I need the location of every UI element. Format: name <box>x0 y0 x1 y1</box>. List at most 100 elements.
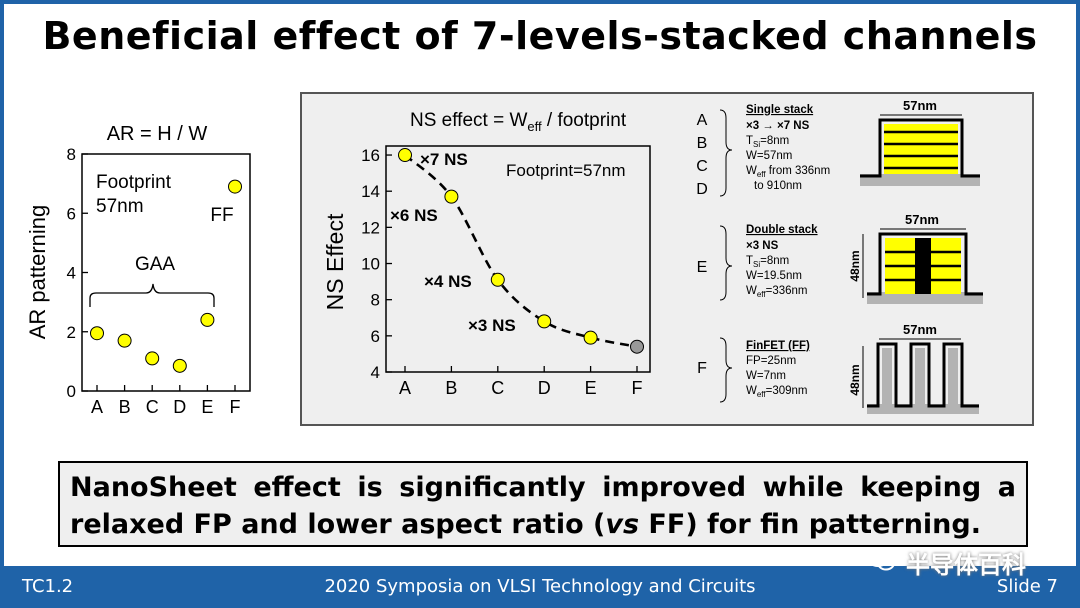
single-stack-dim: 57nm <box>903 98 937 113</box>
finfet-weff: Weff=309nm <box>746 385 808 399</box>
double-stack-height: 48nm <box>848 250 862 281</box>
ar-y-tick-label: 4 <box>67 264 76 283</box>
double-stack-heading: Double stack <box>746 224 818 236</box>
ar-point-c <box>145 351 160 366</box>
ar-x-tick-label: C <box>146 397 159 417</box>
double-stack-gate <box>867 232 983 296</box>
single-stack-tsi: TSi=8nm <box>746 135 789 149</box>
ns-x-tick-label: D <box>538 378 551 398</box>
conclusion-callout: NanoSheet effect is significantly improv… <box>58 461 1028 547</box>
single-stack-substrate <box>860 174 980 186</box>
legend-letter-e: E <box>697 259 708 276</box>
ar-y-tick-label: 8 <box>67 145 76 164</box>
ar-y-tick-label: 2 <box>67 323 76 342</box>
double-stack-description: Double stack ×3 NS TSi=8nm W=19.5nm Weff… <box>746 224 818 299</box>
ns-point-c <box>490 272 505 287</box>
ar-chart-title: AR = H / W <box>107 123 208 145</box>
ns-x-tick-label: C <box>491 378 504 398</box>
ar-point-a <box>90 326 104 341</box>
single-stack-description: Single stack ×3 → ×7 NS TSi=8nm W=57nm W… <box>746 104 830 192</box>
ns-y-tick-label: 6 <box>371 327 380 346</box>
ns-x-tick-label: A <box>399 378 411 398</box>
ns-chart-title: NS effect = Weff / footprint <box>410 110 627 134</box>
ar-x-tick-label: E <box>201 397 213 417</box>
ns-y-tick-label: 12 <box>361 218 380 237</box>
callout-text-2: FF) for fin patterning. <box>639 509 981 540</box>
legend-letter-a: A <box>697 112 708 129</box>
single-stack-heading: Single stack <box>746 104 814 116</box>
ar-gaa-label: GAA <box>135 254 175 275</box>
ns-point-b <box>444 189 459 204</box>
double-stack-tsi: TSi=8nm <box>746 255 789 269</box>
footer-conference: 2020 Symposia on VLSI Technology and Cir… <box>324 576 756 597</box>
ns-point-a <box>398 148 412 163</box>
finfet-substrate <box>867 404 979 414</box>
single-stack-weff-2: to 910nm <box>754 180 802 192</box>
finfet-dim: 57nm <box>903 322 937 337</box>
ar-point-f <box>228 179 242 194</box>
double-stack-brace <box>719 225 733 301</box>
ns-point-e <box>583 330 598 345</box>
finfet-width: W=7nm <box>746 370 786 382</box>
finfet-fin <box>948 348 958 404</box>
single-stack-brace <box>719 109 733 197</box>
single-stack-gate <box>860 118 980 178</box>
finfet-fin <box>915 348 925 404</box>
ns-point-d <box>537 314 552 329</box>
ns-y-tick-label: 16 <box>361 146 380 165</box>
finfet-pitch: FP=25nm <box>746 355 796 367</box>
callout-text-1: NanoSheet effect is significantly improv… <box>70 472 1016 540</box>
left-frame-bar <box>0 0 4 566</box>
ar-ff-label: FF <box>210 205 233 226</box>
double-stack-ns: ×3 NS <box>746 240 779 252</box>
right-frame-bar <box>1076 0 1080 566</box>
double-stack-diagram: 57nm 48nm <box>848 212 983 304</box>
legend-letter-f: F <box>697 360 707 377</box>
ar-point-d <box>172 358 187 373</box>
ns-y-tick-label: 8 <box>371 291 380 310</box>
ns-x-tick-label: B <box>445 378 457 398</box>
wechat-icon <box>867 549 895 571</box>
ar-footprint-line1: Footprint <box>96 172 172 193</box>
finfet-diagram: 57nm 48nm <box>848 322 979 414</box>
ar-x-tick-label: F <box>230 397 241 417</box>
gaa-brace <box>89 283 215 307</box>
ar-y-axis-label: AR patterning <box>25 205 50 340</box>
double-stack-weff: Weff=336nm <box>746 285 808 299</box>
ns-y-tick-label: 4 <box>371 363 380 382</box>
ns-y-tick-label: 10 <box>361 255 380 274</box>
footer-session-id: TC1.2 <box>22 576 74 597</box>
slide-footer: TC1.2 2020 Symposia on VLSI Technology a… <box>0 566 1080 608</box>
ns-trend-line <box>404 154 638 348</box>
ns-label-x7: ×7 NS <box>420 150 468 169</box>
ar-y-tick-label: 0 <box>67 382 76 401</box>
ar-point-e <box>200 312 215 327</box>
legend-letter-c: C <box>696 158 708 175</box>
single-stack-diagram: 57nm <box>860 98 980 186</box>
ns-data-points <box>398 148 644 354</box>
finfet-heading: FinFET (FF) <box>746 340 810 352</box>
ns-y-tick-label: 14 <box>361 182 380 201</box>
finfet-brace <box>719 337 733 403</box>
ar-x-tick-label: D <box>173 397 186 417</box>
ns-x-tick-label: E <box>585 378 597 398</box>
double-stack-dim: 57nm <box>905 212 939 227</box>
ns-plot-frame <box>385 145 651 373</box>
watermark: 半导体百科 <box>866 541 1066 581</box>
ns-x-ticks: A B C D E F <box>399 366 643 398</box>
ns-effect-chart: NS effect = Weff / footprint NS Effect 4… <box>322 98 983 414</box>
ar-point-b <box>117 333 132 348</box>
single-stack-ns-range: ×3 → ×7 NS <box>746 120 810 132</box>
callout-vs: vs <box>605 509 640 540</box>
watermark-text: 半导体百科 <box>906 551 1026 579</box>
double-stack-substrate <box>867 292 983 304</box>
ns-label-x4: ×4 NS <box>424 272 472 291</box>
ar-footprint-line2: 57nm <box>96 196 144 217</box>
finfet-fin <box>882 348 892 404</box>
ns-x-tick-label: F <box>632 378 643 398</box>
ns-effect-panel: NS effect = Weff / footprint NS Effect 4… <box>300 92 1034 426</box>
double-stack-width: W=19.5nm <box>746 270 802 282</box>
